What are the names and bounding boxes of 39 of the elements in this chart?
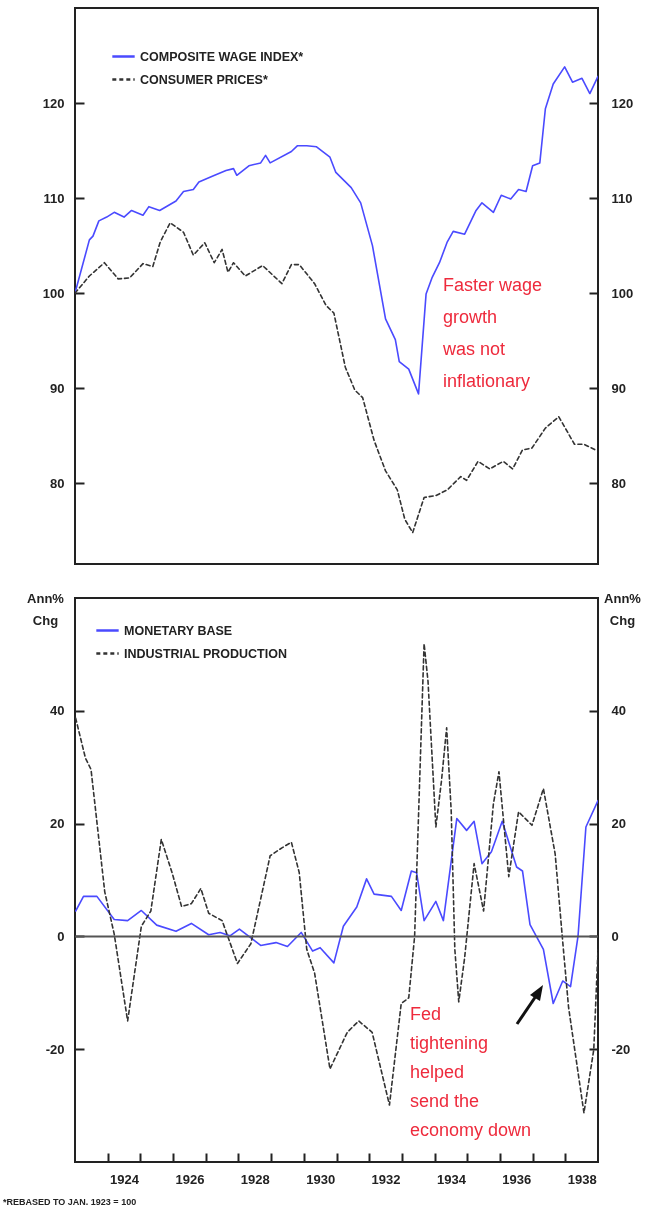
- legend-label: COMPOSITE WAGE INDEX*: [140, 49, 304, 64]
- annotation: Fed tightening helped send the economy down: [410, 1004, 532, 1140]
- x-tick-label: 1938: [567, 1171, 597, 1187]
- y2-tick-label: 80: [611, 475, 626, 491]
- y2-axis-title: Ann% Chg: [604, 590, 642, 628]
- y2-tick-label: 120: [611, 95, 634, 111]
- y2-tick-label: -20: [611, 1041, 631, 1057]
- y2-tick-label: 0: [611, 928, 619, 944]
- y2-tick-label: 20: [611, 816, 626, 832]
- legend-label: INDUSTRIAL PRODUCTION: [124, 646, 287, 661]
- y-axis-title: Ann% Chg: [27, 590, 65, 628]
- y2-tick-label: 40: [611, 703, 626, 719]
- y2-tick-label: 100: [611, 285, 634, 301]
- x-tick-label: 1930: [306, 1171, 336, 1187]
- y-tick-label: 90: [50, 380, 65, 396]
- y-tick-label: 40: [50, 703, 65, 719]
- y-tick-label: 0: [57, 928, 65, 944]
- legend-label: MONETARY BASE: [124, 623, 233, 638]
- x-tick-label: 1924: [110, 1171, 140, 1187]
- y2-tick-label: 110: [611, 190, 633, 206]
- x-tick-label: 1926: [175, 1171, 205, 1187]
- legend-label: CONSUMER PRICES*: [140, 72, 268, 87]
- x-tick-label: 1934: [436, 1171, 467, 1187]
- y-tick-label: 80: [50, 475, 65, 491]
- y2-tick-label: 90: [611, 380, 626, 396]
- x-tick-label: 1932: [371, 1171, 401, 1187]
- line-series: [75, 799, 598, 1005]
- y-tick-label: 100: [42, 285, 65, 301]
- text: *REBASED TO JAN. 1923 = 100: [3, 1197, 137, 1207]
- x-tick-label: 1936: [502, 1171, 532, 1187]
- x-tick-label: 1928: [240, 1171, 270, 1187]
- line-series: [75, 66, 598, 395]
- y-tick-label: 120: [42, 95, 65, 111]
- y-tick-label: 20: [50, 816, 65, 832]
- line-series: [75, 642, 598, 1114]
- line-series: [75, 222, 597, 534]
- y-tick-label: 110: [43, 190, 65, 206]
- annotation: Faster wage growth was not inflationary: [442, 275, 543, 391]
- y-tick-label: -20: [45, 1041, 65, 1057]
